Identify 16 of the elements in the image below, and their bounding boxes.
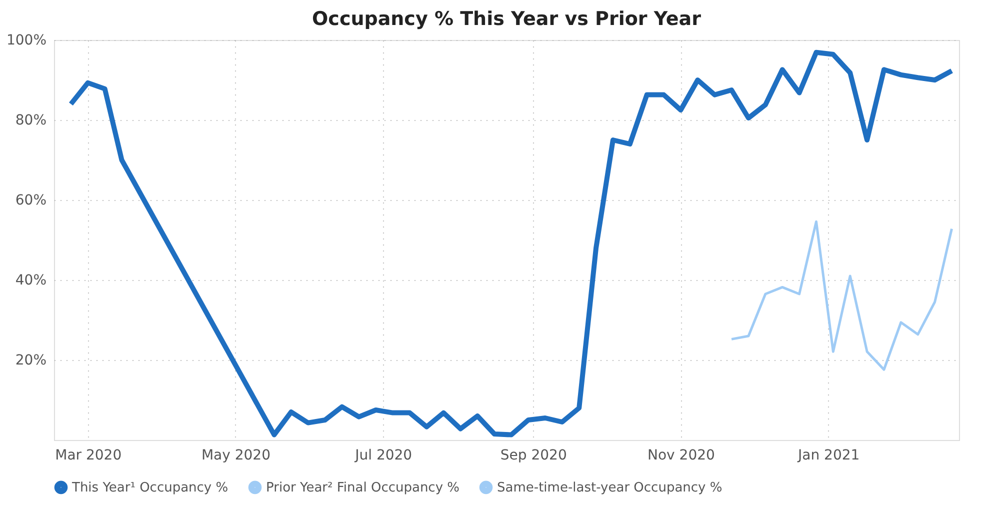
x-tick-label: Nov 2020	[648, 448, 715, 464]
x-tick-label: Mar 2020	[55, 448, 122, 464]
legend-label: This Year¹ Occupancy %	[71, 480, 228, 496]
y-tick-label: 100%	[6, 32, 46, 48]
x-tick-label: Jan 2021	[796, 448, 860, 464]
legend-label: Same-time-last-year Occupancy %	[497, 480, 722, 496]
x-tick-label: Jul 2020	[354, 448, 412, 464]
y-tick-label: 40%	[15, 272, 46, 288]
y-tick-label: 20%	[15, 352, 46, 368]
x-tick-label: May 2020	[201, 448, 270, 464]
line-series	[730, 220, 953, 371]
chart-title: Occupancy % This Year vs Prior Year	[312, 8, 702, 30]
y-tick-label: 60%	[15, 192, 46, 208]
y-tick-label: 80%	[15, 112, 46, 128]
x-tick-label: Sep 2020	[500, 448, 567, 464]
legend-label: Prior Year² Final Occupancy %	[266, 480, 460, 496]
